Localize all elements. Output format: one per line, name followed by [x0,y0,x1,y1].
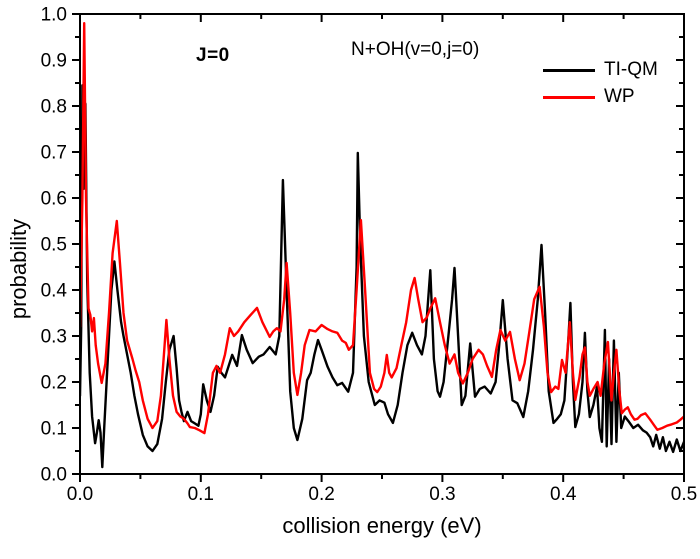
ti-qm-line-swatch [543,68,595,72]
y-tick-label: 0.2 [41,373,67,394]
j-annotation: J=0 [196,45,230,66]
x-tick-label: 0.0 [67,484,93,505]
y-tick-label: 0.9 [41,51,67,72]
y-tick-label: 0.3 [41,327,67,348]
x-tick-label: 0.3 [429,484,455,505]
system-annotation: N+OH(v=0,j=0) [351,39,480,60]
y-tick-label: 0.1 [41,419,67,440]
x-axis-title: collision energy (eV) [282,513,482,538]
x-tick-label: 0.2 [308,484,334,505]
legend-entry-wp: WP [543,86,635,108]
legend-label-wp: WP [604,86,635,107]
y-tick-label: 0.5 [41,235,67,256]
y-tick-label: 0.4 [41,281,68,302]
y-tick-label: 0.6 [41,189,67,210]
plot-frame [79,13,685,475]
y-tick-label: 0.8 [41,97,67,118]
legend-entry-ti-qm: TI-QM [543,59,658,81]
x-tick-label: 0.4 [550,484,577,505]
legend-label-ti-qm: TI-QM [604,59,658,80]
y-tick-label: 1.0 [41,5,67,26]
x-tick-label: 0.1 [188,484,214,505]
x-tick-label: 0.5 [671,484,697,505]
series-line-wp [80,22,684,435]
y-axis-title: probability [6,218,31,320]
y-tick-label: 0.7 [41,143,67,164]
wp-line-swatch [543,95,595,99]
series-line-ti-qm [80,84,684,469]
y-tick-label: 0.0 [41,465,67,486]
